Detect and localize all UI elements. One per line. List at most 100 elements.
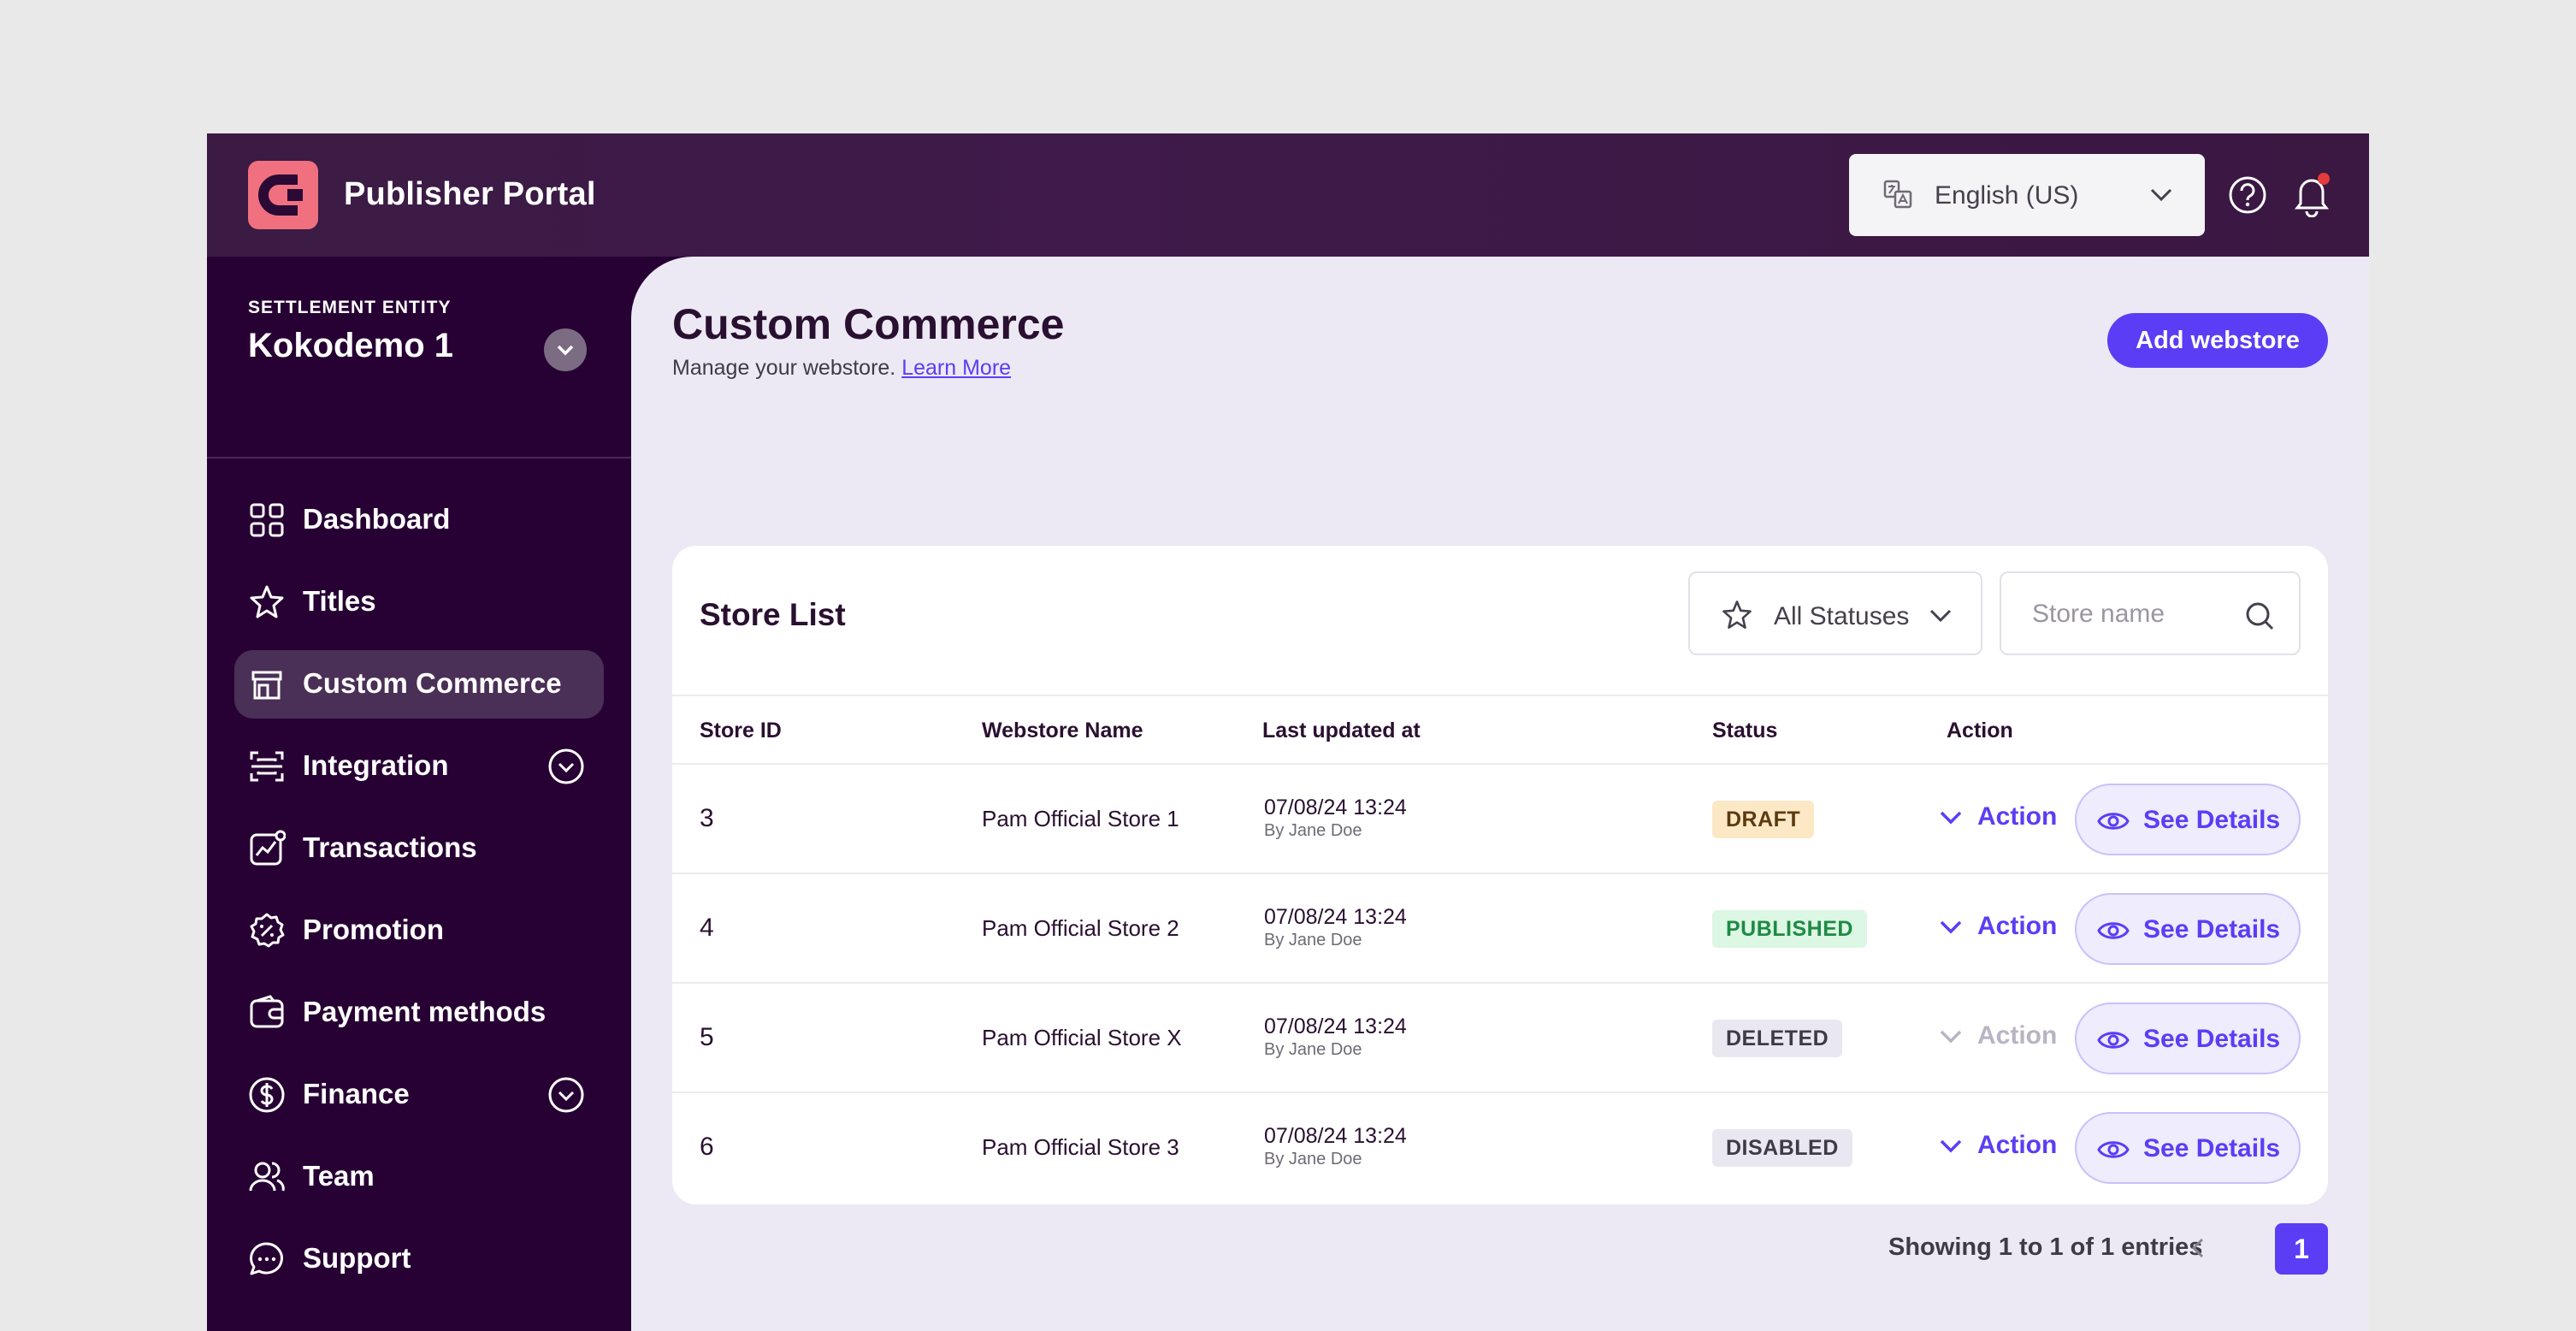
language-label: English (US) (1935, 181, 2079, 210)
entity-dropdown-button[interactable] (544, 328, 587, 371)
sidebar-item-integration[interactable]: Integration (234, 732, 604, 801)
store-list-title: Store List (700, 597, 846, 632)
sidebar-item-label: Support (303, 1242, 411, 1274)
chevron-down-circle-icon[interactable] (547, 748, 585, 785)
eye-icon (2097, 922, 2130, 939)
webstore-name: Pam Official Store X (982, 1025, 1182, 1050)
sidebar-item-team[interactable]: Team (234, 1143, 604, 1211)
eye-icon (2097, 813, 2130, 830)
store-name-search-input[interactable] (2032, 597, 2229, 631)
sidebar-item-custom-commerce[interactable]: Custom Commerce (234, 650, 604, 719)
action-label: Action (1977, 912, 2058, 940)
column-header: Status (1712, 719, 1778, 742)
sidebar-item-dashboard[interactable]: Dashboard (234, 486, 604, 554)
search-icon[interactable] (2244, 600, 2275, 631)
table-header: Store ID Webstore Name Last updated at S… (672, 695, 2328, 765)
status-filter-select[interactable]: All Statuses (1688, 571, 1982, 655)
sidebar-divider (207, 457, 631, 458)
see-details-label: See Details (2143, 915, 2281, 944)
see-details-button[interactable]: See Details (2075, 784, 2301, 855)
page-title: Custom Commerce (672, 300, 1065, 348)
chevron-down-icon (1940, 811, 1962, 825)
app-title: Publisher Portal (344, 176, 596, 212)
help-circle-icon[interactable] (2227, 175, 2268, 216)
eye-icon (2097, 1032, 2130, 1049)
grid-icon (250, 503, 284, 537)
sidebar-item-label: Integration (303, 749, 449, 781)
table-row: 3 Pam Official Store 1 07/08/24 13:24 By… (672, 765, 2328, 874)
sidebar-item-payment-methods[interactable]: Payment methods (234, 979, 604, 1047)
webstore-name: Pam Official Store 3 (982, 1134, 1179, 1160)
table-row: 6 Pam Official Store 3 07/08/24 13:24 By… (672, 1093, 2328, 1203)
sidebar-item-label: Dashboard (303, 503, 451, 535)
store-list-card: Store List All Statuses Store ID (672, 546, 2328, 1204)
store-id: 6 (700, 1133, 714, 1161)
sidebar-item-label: Titles (303, 585, 376, 617)
settlement-entity-name: Kokodemo 1 (248, 327, 454, 364)
last-updated-by: By Jane Doe (1264, 821, 1362, 840)
page-subtitle: Manage your webstore. Learn More (672, 356, 1011, 381)
sidebar-item-label: Finance (303, 1078, 410, 1109)
translate-icon (1883, 180, 1912, 209)
column-header: Store ID (700, 719, 782, 742)
last-updated-date: 07/08/24 13:24 (1264, 1124, 1407, 1148)
status-badge: PUBLISHED (1712, 910, 1867, 948)
page-number-button[interactable]: 1 (2275, 1223, 2328, 1275)
wallet-icon (250, 995, 284, 1028)
status-badge: DRAFT (1712, 801, 1815, 838)
chevron-down-icon (2150, 188, 2172, 202)
sidebar-item-finance[interactable]: Finance (234, 1061, 604, 1129)
chevron-down-icon (1940, 1030, 1962, 1044)
chat-icon (250, 1242, 283, 1275)
action-label: Action (1977, 1131, 2058, 1159)
sidebar-item-promotion[interactable]: Promotion (234, 896, 604, 965)
see-details-label: See Details (2143, 1134, 2281, 1162)
main-content: Custom Commerce Manage your webstore. Le… (631, 257, 2369, 1331)
language-select[interactable]: English (US) (1849, 154, 2205, 236)
store-id: 4 (700, 914, 714, 942)
column-header: Action (1947, 719, 2013, 742)
star-icon (250, 585, 284, 618)
chevron-down-circle-icon[interactable] (547, 1076, 585, 1114)
chevron-down-icon (557, 345, 574, 356)
table-row: 4 Pam Official Store 2 07/08/24 13:24 By… (672, 874, 2328, 984)
users-icon (249, 1162, 285, 1192)
see-details-button[interactable]: See Details (2075, 1112, 2301, 1184)
status-badge: DELETED (1712, 1020, 1843, 1057)
sidebar-item-support[interactable]: Support (234, 1225, 604, 1293)
action-label: Action (1977, 802, 2058, 831)
chevron-down-icon (1929, 609, 1952, 623)
store-search (2000, 571, 2301, 655)
chevron-down-icon (1940, 920, 1962, 934)
app-window: Publisher Portal English (US) SETTLEM (207, 133, 2369, 1331)
store-id: 3 (700, 804, 714, 832)
bell-icon[interactable] (2290, 171, 2333, 217)
table-row: 5 Pam Official Store X 07/08/24 13:24 By… (672, 984, 2328, 1093)
dollar-icon (249, 1077, 285, 1113)
see-details-button[interactable]: See Details (2075, 893, 2301, 965)
chevron-down-icon (1940, 1139, 1962, 1153)
settlement-entity-caption: SETTLEMENT ENTITY (248, 298, 452, 317)
sidebar-item-transactions[interactable]: Transactions (234, 814, 604, 883)
sidebar-item-label: Promotion (303, 914, 444, 945)
last-updated-by: By Jane Doe (1264, 931, 1362, 949)
webstore-name: Pam Official Store 2 (982, 915, 1179, 941)
add-webstore-button[interactable]: Add webstore (2107, 313, 2328, 368)
last-updated-date: 07/08/24 13:24 (1264, 905, 1407, 929)
sidebar-item-label: Team (303, 1160, 375, 1192)
sidebar-item-titles[interactable]: Titles (234, 568, 604, 636)
column-header: Webstore Name (982, 719, 1143, 742)
sidebar-item-label: Transactions (303, 831, 477, 863)
learn-more-link[interactable]: Learn More (901, 356, 1012, 380)
store-id: 5 (700, 1023, 714, 1051)
last-updated-by: By Jane Doe (1264, 1150, 1362, 1168)
chevron-left-icon[interactable] (2186, 1235, 2212, 1261)
scan-icon (250, 751, 284, 782)
brand-logo-icon[interactable] (248, 161, 318, 229)
sidebar-item-label: Payment methods (303, 996, 547, 1027)
eye-icon (2097, 1141, 2130, 1158)
see-details-label: See Details (2143, 806, 2281, 834)
last-updated-by: By Jane Doe (1264, 1040, 1362, 1059)
last-updated-date: 07/08/24 13:24 (1264, 1015, 1407, 1038)
see-details-button[interactable]: See Details (2075, 1003, 2301, 1074)
